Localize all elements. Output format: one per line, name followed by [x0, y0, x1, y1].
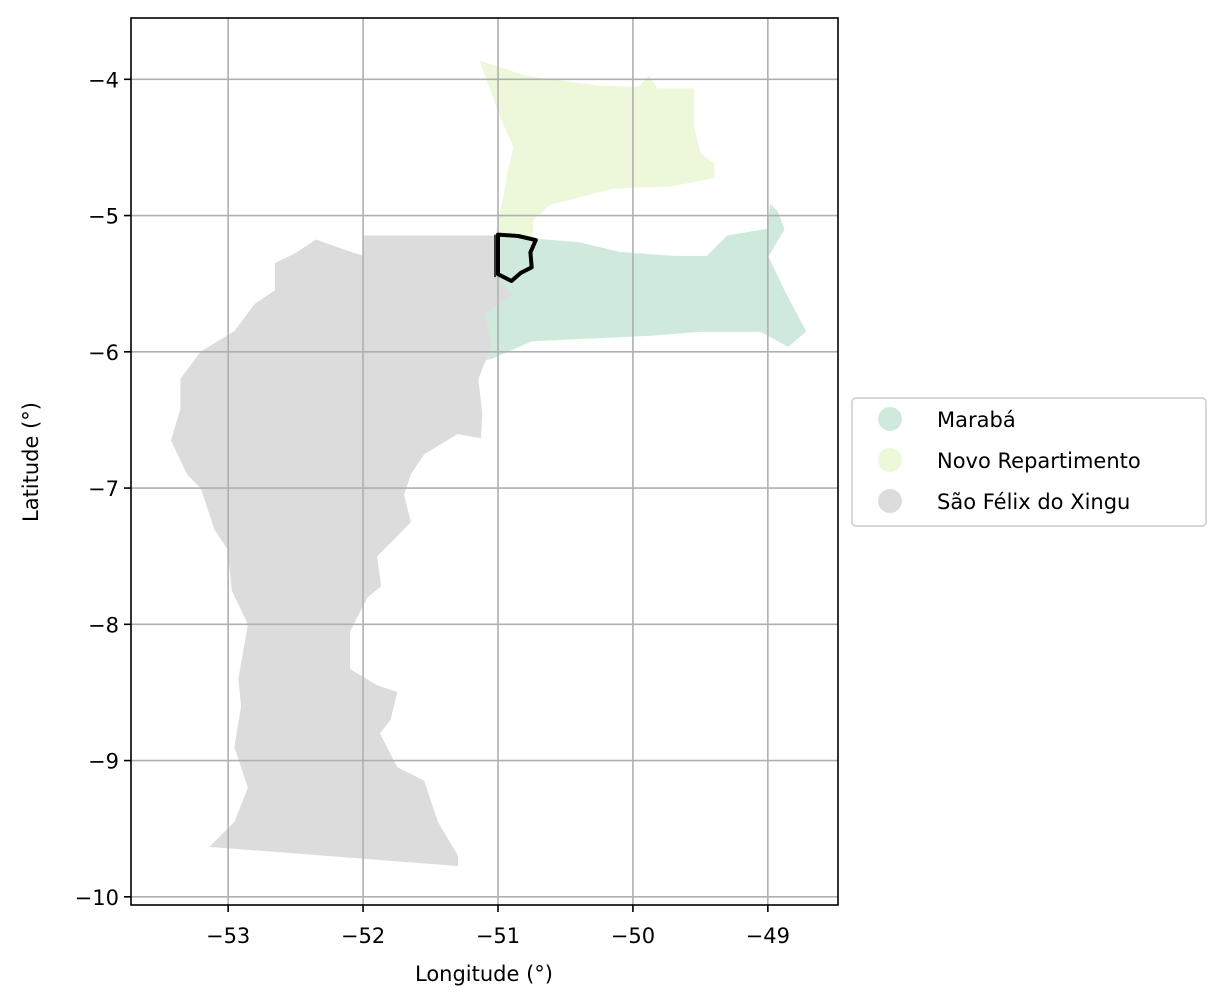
y-tick-label: −5: [88, 205, 119, 229]
legend-label: São Félix do Xingu: [937, 490, 1130, 514]
region-sao-felix-do-xingu: [170, 235, 513, 867]
x-tick-label: −51: [476, 924, 520, 948]
x-axis-ticks: −53 −52 −51 −50 −49: [206, 905, 790, 948]
y-tick-label: −10: [75, 886, 119, 910]
x-tick-label: −50: [611, 924, 655, 948]
y-tick-label: −8: [88, 613, 119, 637]
study-area-boundary: [496, 232, 538, 283]
legend-swatch-maraba: [878, 407, 902, 431]
x-tick-label: −53: [206, 924, 250, 948]
y-tick-label: −9: [88, 750, 119, 774]
study-area-outline: [494, 232, 538, 283]
legend-entry: Marabá: [878, 407, 1016, 432]
legend-entry: São Félix do Xingu: [878, 489, 1130, 514]
plot-frame: [130, 17, 839, 906]
region-novo-repartimento: [479, 60, 715, 248]
legend-swatch-novo-repartimento: [878, 448, 902, 472]
legend: Marabá Novo Repartimento São Félix do Xi…: [851, 397, 1207, 527]
legend-entry: Novo Repartimento: [878, 448, 1141, 473]
map-regions: [170, 60, 807, 867]
legend-label: Novo Repartimento: [937, 449, 1141, 473]
grid-lines: [131, 18, 838, 905]
y-tick-label: −4: [88, 68, 119, 92]
legend-box: [851, 397, 1207, 527]
y-tick-label: −6: [88, 341, 119, 365]
x-tick-label: −49: [746, 924, 790, 948]
y-axis-label: Latitude (°): [19, 402, 43, 522]
x-axis-label: Longitude (°): [415, 962, 553, 986]
y-axis-ticks: −4 −5 −6 −7 −8 −9 −10: [75, 68, 131, 910]
legend-label: Marabá: [937, 408, 1016, 432]
legend-swatch-sao-felix-do-xingu: [878, 489, 902, 513]
x-tick-label: −52: [341, 924, 385, 948]
y-tick-label: −7: [88, 477, 119, 501]
